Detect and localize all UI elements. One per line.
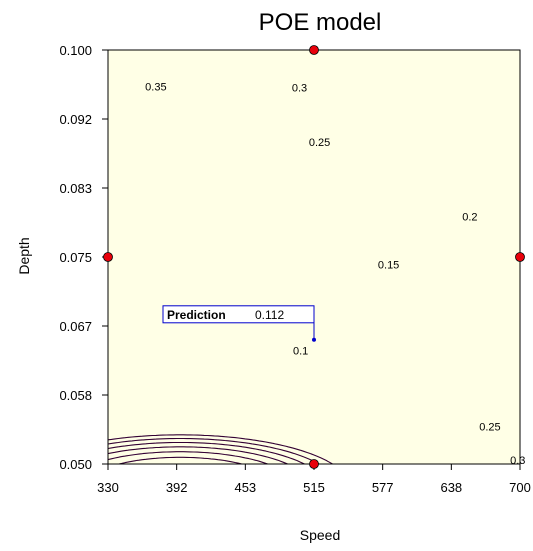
contour-line-0-2 (108, 446, 288, 464)
y-tick-label: 0.075 (59, 250, 92, 265)
contour-label: 0.3 (510, 455, 525, 467)
contour-label: 0.25 (309, 137, 330, 149)
prediction-point (312, 337, 316, 342)
contour-line-0-3 (108, 437, 320, 464)
contour-label: 0.3 (292, 82, 307, 94)
x-tick-label: 700 (509, 480, 531, 495)
y-tick-label: 0.050 (59, 457, 92, 472)
plot-background (108, 50, 520, 464)
y-tick-label: 0.100 (59, 43, 92, 58)
contour-label: 0.15 (378, 259, 399, 271)
y-axis-label: Depth (16, 237, 32, 274)
contour-label: 0.2 (462, 211, 477, 223)
x-axis-label: Speed (300, 527, 340, 543)
x-tick-label: 330 (97, 480, 119, 495)
contour-label: 0.25 (479, 422, 500, 434)
contour-label: 0.1 (293, 346, 308, 358)
y-tick-label: 0.058 (59, 388, 92, 403)
prediction-box (162, 305, 315, 324)
contour-line-0-25 (108, 441, 305, 464)
design-point (515, 252, 525, 262)
design-point (103, 252, 113, 262)
prediction-value: 0.112 (255, 308, 284, 322)
contour-line-0-15 (108, 451, 268, 464)
chart-title: POE model (259, 9, 382, 36)
y-tick-label: 0.092 (59, 112, 92, 127)
prediction-label: Prediction (167, 308, 226, 322)
x-tick-label: 515 (303, 480, 325, 495)
contour-line-0-35 (108, 434, 333, 464)
x-tick-label: 638 (440, 480, 462, 495)
plot-area: 330 392 453 515 577 638 700 0.050 0.058 0.067 0.07… (59, 43, 530, 495)
design-point (309, 459, 319, 469)
x-tick-label: 392 (166, 480, 188, 495)
x-tick-label: 577 (372, 480, 394, 495)
design-point (309, 45, 319, 55)
y-tick-label: 0.083 (59, 181, 92, 196)
contour-label: 0.35 (145, 81, 166, 93)
y-tick-label: 0.067 (59, 319, 92, 334)
x-tick-label: 453 (234, 480, 256, 495)
